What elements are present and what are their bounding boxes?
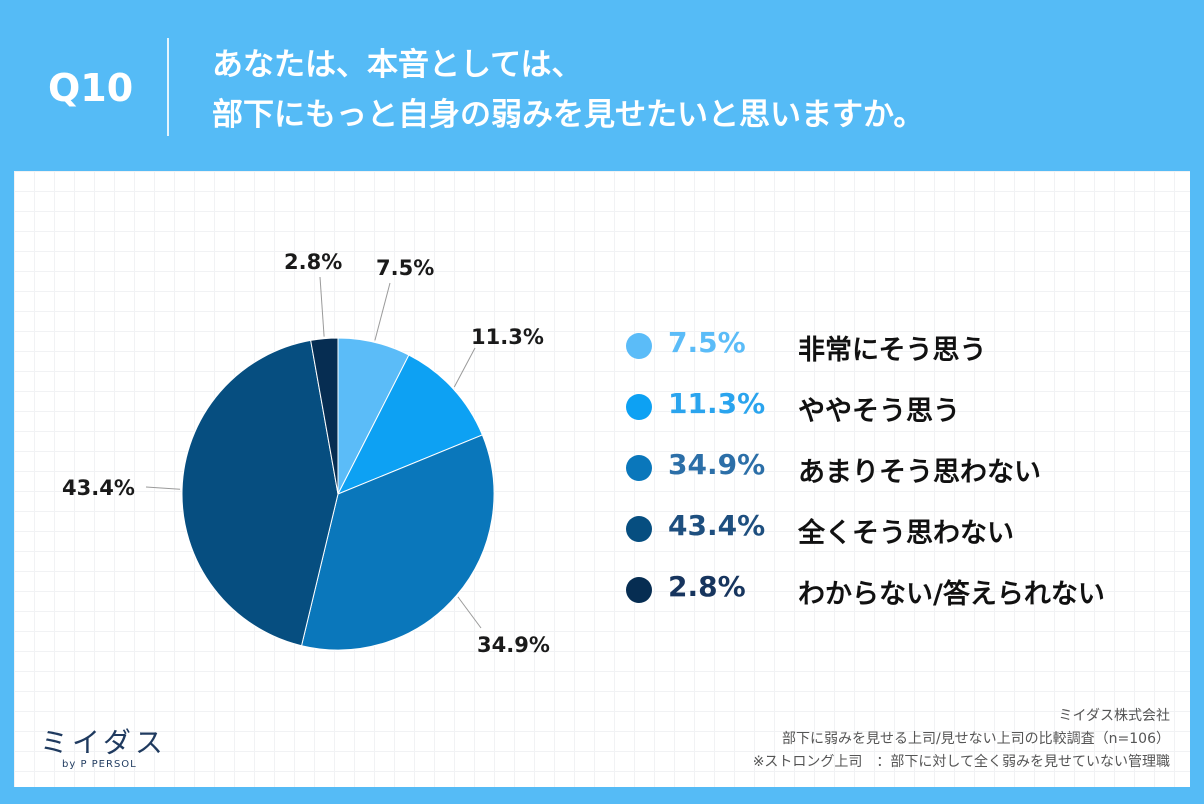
legend-label-3: 全くそう思わない (798, 518, 1014, 549)
pie-slice-3 (181, 339, 339, 647)
footer-survey: 部下に弱みを見せる上司/見せない上司の比較調査（n=106） (781, 731, 1170, 747)
pie-chart: 7.5% 11.3% 34.9% 43.4% 2.8% (62, 250, 550, 657)
leader-line-0 (374, 282, 391, 341)
legend-label-1: ややそう思う (798, 396, 960, 427)
legend-dot-2 (626, 455, 652, 481)
legend-label-2: あまりそう思わない (798, 457, 1041, 488)
brand-logo: ミイダス by P PERSOL (40, 726, 167, 771)
header-divider (167, 38, 169, 136)
question-number: Q10 (48, 66, 134, 110)
legend-pct-3: 43.4% (668, 509, 766, 542)
pie-label-3: 43.4% (62, 476, 135, 500)
pie-label-2: 34.9% (477, 633, 550, 657)
logo-text: ミイダス (40, 726, 167, 759)
footer-note: ※ストロング上司 ：部下に対して全く弱みを見せていない管理職 (752, 754, 1170, 770)
legend-pct-0: 7.5% (668, 326, 746, 359)
legend-pct-1: 11.3% (668, 387, 766, 420)
legend-dot-0 (626, 333, 652, 359)
pie-slice-4 (310, 337, 339, 495)
legend-pct-2: 34.9% (668, 448, 766, 481)
legend-label-0: 非常にそう思う (798, 335, 987, 366)
leader-line-3 (145, 486, 181, 490)
leader-line-2 (457, 596, 482, 629)
legend-pct-4: 2.8% (668, 570, 746, 603)
pie-slice-2 (300, 434, 495, 651)
pie-label-0: 7.5% (376, 256, 434, 280)
question-title-line2: 部下にもっと自身の弱みを見せたいと思いますか。 (212, 97, 925, 133)
pie-slice-1 (336, 354, 484, 495)
header: Q10 あなたは、本音としては、 部下にもっと自身の弱みを見せたいと思いますか。 (0, 0, 1204, 170)
logo-subtext: by P PERSOL (62, 759, 137, 770)
legend-label-4: わからない/答えられない (798, 579, 1105, 610)
leader-line-4 (319, 276, 325, 337)
footer-company: ミイダス株式会社 (1058, 708, 1170, 724)
footer-notes: ミイダス株式会社 部下に弱みを見せる上司/見せない上司の比較調査（n=106） … (753, 705, 1170, 774)
chart-card: 7.5% 11.3% 34.9% 43.4% 2.8% 7.5% 非常にそう思う 11.… (14, 171, 1190, 787)
pie-label-4: 2.8% (284, 250, 342, 274)
legend-dot-3 (626, 516, 652, 542)
legend-dot-4 (626, 577, 652, 603)
leader-line-1 (453, 347, 476, 388)
question-title: あなたは、本音としては、 部下にもっと自身の弱みを見せたいと思いますか。 (212, 40, 924, 140)
pie-label-1: 11.3% (471, 325, 544, 349)
legend-dot-1 (626, 394, 652, 420)
question-title-line1: あなたは、本音としては、 (212, 47, 583, 83)
